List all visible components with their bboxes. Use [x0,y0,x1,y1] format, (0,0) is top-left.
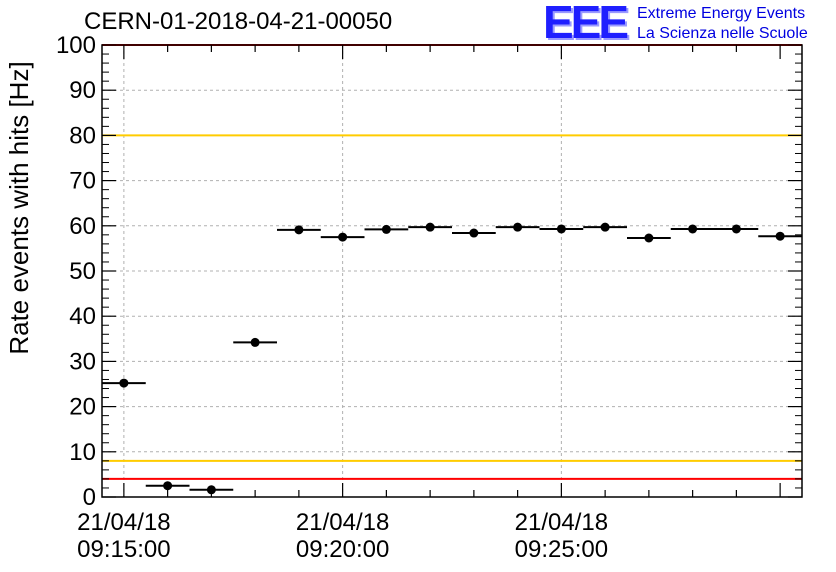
y-tick-label: 50 [69,258,96,285]
y-tick-label: 20 [69,394,96,421]
data-point [688,224,698,234]
y-tick-label: 90 [69,77,96,104]
axis-ticks [102,44,802,498]
data-point [731,224,741,234]
data-point [206,485,216,495]
data-point [513,222,523,232]
data-point [250,337,260,347]
y-tick-label: 40 [69,303,96,330]
y-tick-label: 80 [69,122,96,149]
y-tick-label: 10 [69,439,96,466]
x-tick-label-time: 09:25:00 [515,536,608,563]
reference-lines [102,44,802,480]
data-point [469,228,479,238]
x-tick-label-time: 09:20:00 [296,536,389,563]
y-tick-label: 70 [69,168,96,195]
data-point [381,224,391,234]
data-point [644,233,654,243]
data-point [119,378,129,388]
y-tick-label: 100 [56,32,96,59]
eee-logo-mark: EEE [543,0,629,48]
y-tick-labels: 0 10 20 30 40 50 60 70 80 90 100 [56,32,96,511]
data-point [294,225,304,235]
data-point [775,231,785,241]
chart-title: CERN-01-2018-04-21-00050 [84,8,393,35]
y-tick-label: 0 [83,484,96,511]
y-tick-label: 30 [69,348,96,375]
data-points [102,222,802,495]
x-tick-label-date: 21/04/18 [296,509,389,536]
data-point [425,222,435,232]
data-point [600,222,610,232]
y-tick-label: 60 [69,213,96,240]
grid-lines [102,45,802,497]
y-axis-label: Rate events with hits [Hz] [4,61,34,354]
data-point [163,481,173,491]
x-tick-label-time: 09:15:00 [77,536,170,563]
data-point [556,224,566,234]
x-tick-label-date: 21/04/18 [515,509,608,536]
data-point [338,232,348,242]
logo-caption-line-2: La Scienza nelle Scuole [637,25,808,42]
logo-caption-line-1: Extreme Energy Events [637,5,806,22]
x-tick-labels: 21/04/1809:15:0021/04/1809:20:0021/04/18… [77,509,608,563]
eee-logo: EEE Extreme Energy Events La Scienza nel… [543,0,836,48]
x-tick-label-date: 21/04/18 [77,509,170,536]
